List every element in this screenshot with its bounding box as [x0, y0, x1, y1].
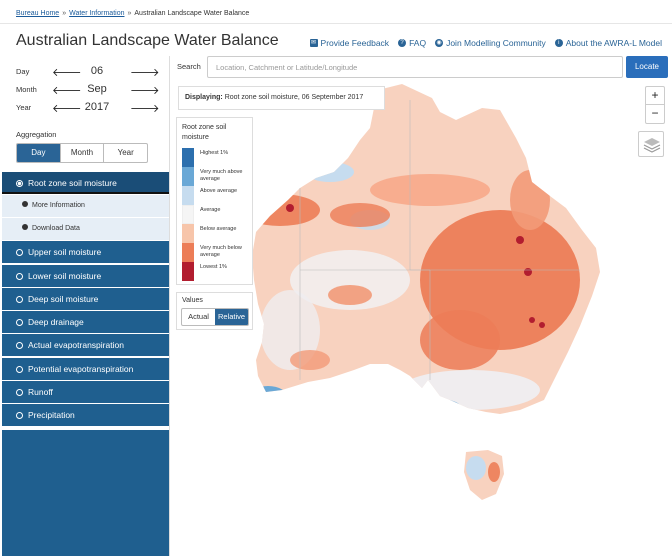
radio-icon [16, 412, 23, 420]
locate-button[interactable]: Locate [626, 56, 668, 78]
year-prev-arrow-icon[interactable]: 🡐 [52, 103, 82, 115]
about-model-link[interactable]: i About the AWRA-L Model [554, 38, 662, 48]
year-value: 2017 [84, 101, 110, 113]
legend-swatch [182, 262, 194, 281]
layer-precipitation[interactable]: Precipitation [2, 404, 169, 427]
zoom-control: + − [645, 86, 665, 124]
aggregation-toggle: Day Month Year [16, 143, 148, 163]
question-circle-icon: ? [398, 39, 407, 47]
search-bar: Search Locate [170, 56, 672, 80]
radio-icon [16, 389, 23, 397]
search-input[interactable] [207, 56, 623, 78]
radio-icon [16, 272, 23, 280]
radio-icon [16, 295, 23, 303]
aggregation-year-button[interactable]: Year [117, 148, 134, 157]
provide-feedback-link[interactable]: ✉ Provide Feedback [309, 38, 390, 48]
breadcrumb-bureau-home[interactable]: Bureau Home [16, 10, 60, 17]
aggregation-day-button[interactable]: Day [17, 144, 61, 162]
faq-link[interactable]: ? FAQ [398, 38, 426, 48]
values-toggle: Actual Relative [181, 308, 249, 326]
legend-swatch [182, 243, 194, 262]
month-label: Month [16, 85, 37, 94]
legend-swatch [182, 148, 194, 167]
eye-icon: ◉ [435, 39, 444, 47]
page-title: Australian Landscape Water Balance [16, 32, 279, 49]
more-information-link[interactable]: More Information [2, 195, 169, 218]
breadcrumb: Bureau Home» Water Information» Australian… [16, 10, 250, 17]
search-label: Search [177, 62, 201, 71]
day-row: Day 🡐 06 🡒 [0, 65, 170, 81]
displaying-value: Root zone soil moisture, 06 September 20… [224, 94, 364, 101]
values-label: Values [182, 297, 203, 304]
day-prev-arrow-icon[interactable]: 🡐 [52, 67, 82, 79]
layers-icon [643, 138, 661, 153]
layers-button[interactable] [638, 131, 664, 157]
title-bar: Australian Landscape Water Balance ✉ Prov… [0, 24, 672, 56]
month-prev-arrow-icon[interactable]: 🡐 [52, 85, 82, 97]
legend-swatch [182, 205, 194, 224]
layer-deep-soil-moisture[interactable]: Deep soil moisture [2, 287, 169, 310]
day-value: 06 [90, 65, 104, 77]
download-data-link[interactable]: Download Data [2, 218, 169, 241]
layer-deep-drainage[interactable]: Deep drainage [2, 311, 169, 334]
month-row: Month 🡐 Sep 🡒 [0, 83, 170, 99]
displaying-label: Displaying: Root zone soil moisture, 06 … [178, 86, 385, 110]
aggregation-label: Aggregation [16, 130, 57, 139]
australia-map [252, 84, 600, 500]
layer-actual-evapotranspiration[interactable]: Actual evapotranspiration [2, 334, 169, 357]
radio-checked-icon [16, 180, 23, 187]
values-actual-button[interactable]: Actual [188, 312, 209, 321]
values-relative-button[interactable]: Relative [215, 309, 248, 325]
legend-swatch [182, 224, 194, 243]
top-links: ✉ Provide Feedback ? FAQ ◉ Join Modelling C… [309, 38, 662, 48]
info-icon [22, 201, 28, 208]
layer-potential-evapotranspiration[interactable]: Potential evapotranspiration [2, 357, 169, 380]
layer-upper-soil-moisture[interactable]: Upper soil moisture [2, 241, 169, 264]
envelope-icon: ✉ [309, 39, 318, 47]
radio-icon [16, 365, 23, 373]
month-value: Sep [87, 83, 107, 95]
breadcrumb-water-information[interactable]: Water Information [69, 10, 125, 17]
radio-icon [16, 342, 23, 350]
month-next-arrow-icon[interactable]: 🡒 [130, 85, 160, 97]
legend-title: Root zone soil moisture [182, 124, 227, 141]
radio-icon [16, 249, 23, 257]
download-icon [22, 224, 28, 231]
layer-list: Root zone soil moisture More Information… [2, 172, 169, 428]
join-community-link[interactable]: ◉ Join Modelling Community [435, 38, 546, 48]
year-next-arrow-icon[interactable]: 🡒 [130, 103, 160, 115]
legend-swatch [182, 167, 194, 186]
radio-icon [16, 319, 23, 327]
sidebar-fill [2, 430, 169, 556]
breadcrumb-current: Australian Landscape Water Balance [134, 10, 250, 17]
zoom-out-button[interactable]: − [651, 106, 659, 120]
map-canvas[interactable] [170, 80, 672, 556]
zoom-in-button[interactable]: + [646, 87, 664, 105]
legend-swatch [182, 186, 194, 205]
map-legend: Root zone soil moisture Highest 1% Very … [176, 117, 253, 285]
day-label: Day [16, 67, 30, 76]
layer-lower-soil-moisture[interactable]: Lower soil moisture [2, 264, 169, 287]
day-next-arrow-icon[interactable]: 🡒 [130, 67, 160, 79]
info-circle-icon: i [554, 39, 563, 47]
year-row: Year 🡐 2017 🡒 [0, 101, 170, 117]
layer-root-zone-soil-moisture[interactable]: Root zone soil moisture [2, 172, 169, 194]
aggregation-month-button[interactable]: Month [61, 144, 105, 162]
year-label: Year [16, 103, 32, 112]
values-panel: Values Actual Relative [176, 292, 253, 330]
layer-runoff[interactable]: Runoff [2, 381, 169, 404]
top-bar: Bureau Home» Water Information» Australian… [0, 0, 672, 24]
